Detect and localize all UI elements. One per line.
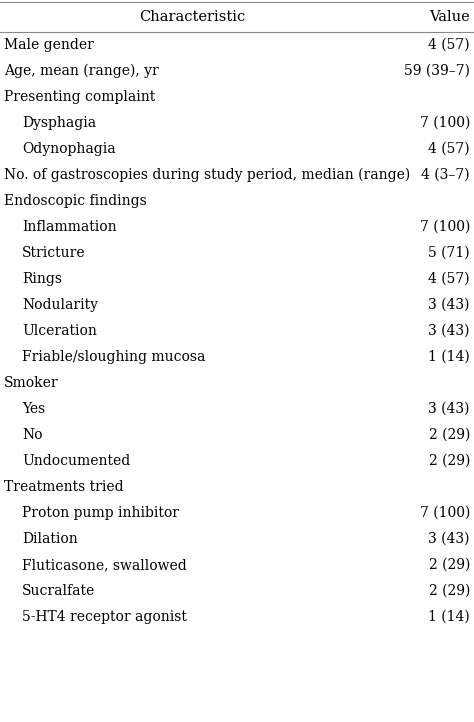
Text: 2 (29): 2 (29) xyxy=(428,454,470,468)
Text: Sucralfate: Sucralfate xyxy=(22,584,95,598)
Text: 3 (43): 3 (43) xyxy=(428,402,470,416)
Text: Nodularity: Nodularity xyxy=(22,298,98,312)
Text: Undocumented: Undocumented xyxy=(22,454,130,468)
Text: Characteristic: Characteristic xyxy=(139,10,245,24)
Text: Rings: Rings xyxy=(22,272,62,286)
Text: Endoscopic findings: Endoscopic findings xyxy=(4,194,147,208)
Text: Dysphagia: Dysphagia xyxy=(22,116,96,130)
Text: Ulceration: Ulceration xyxy=(22,324,97,338)
Text: Proton pump inhibitor: Proton pump inhibitor xyxy=(22,506,179,520)
Text: 7 (100): 7 (100) xyxy=(419,220,470,234)
Text: 2 (29): 2 (29) xyxy=(428,428,470,442)
Text: No: No xyxy=(22,428,43,442)
Text: 2 (29): 2 (29) xyxy=(428,558,470,572)
Text: 1 (14): 1 (14) xyxy=(428,350,470,364)
Text: 4 (3–7): 4 (3–7) xyxy=(421,168,470,182)
Text: Fluticasone, swallowed: Fluticasone, swallowed xyxy=(22,558,187,572)
Text: 5 (71): 5 (71) xyxy=(428,246,470,260)
Text: 59 (39–7): 59 (39–7) xyxy=(404,64,470,78)
Text: 4 (57): 4 (57) xyxy=(428,272,470,286)
Text: 7 (100): 7 (100) xyxy=(419,116,470,130)
Text: Inflammation: Inflammation xyxy=(22,220,117,234)
Text: 5-HT4 receptor agonist: 5-HT4 receptor agonist xyxy=(22,610,187,624)
Text: No. of gastroscopies during study period, median (range): No. of gastroscopies during study period… xyxy=(4,168,410,182)
Text: 3 (43): 3 (43) xyxy=(428,532,470,546)
Text: Value: Value xyxy=(429,10,470,24)
Text: Male gender: Male gender xyxy=(4,38,94,52)
Text: Yes: Yes xyxy=(22,402,45,416)
Text: Odynophagia: Odynophagia xyxy=(22,142,116,156)
Text: 3 (43): 3 (43) xyxy=(428,298,470,312)
Text: Stricture: Stricture xyxy=(22,246,86,260)
Text: Smoker: Smoker xyxy=(4,376,59,390)
Text: 2 (29): 2 (29) xyxy=(428,584,470,598)
Text: Dilation: Dilation xyxy=(22,532,78,546)
Text: 4 (57): 4 (57) xyxy=(428,142,470,156)
Text: Presenting complaint: Presenting complaint xyxy=(4,90,155,104)
Text: 7 (100): 7 (100) xyxy=(419,506,470,520)
Text: Age, mean (range), yr: Age, mean (range), yr xyxy=(4,64,159,78)
Text: 1 (14): 1 (14) xyxy=(428,610,470,624)
Text: Friable/sloughing mucosa: Friable/sloughing mucosa xyxy=(22,350,205,364)
Text: 4 (57): 4 (57) xyxy=(428,38,470,52)
Text: Treatments tried: Treatments tried xyxy=(4,480,124,494)
Text: 3 (43): 3 (43) xyxy=(428,324,470,338)
